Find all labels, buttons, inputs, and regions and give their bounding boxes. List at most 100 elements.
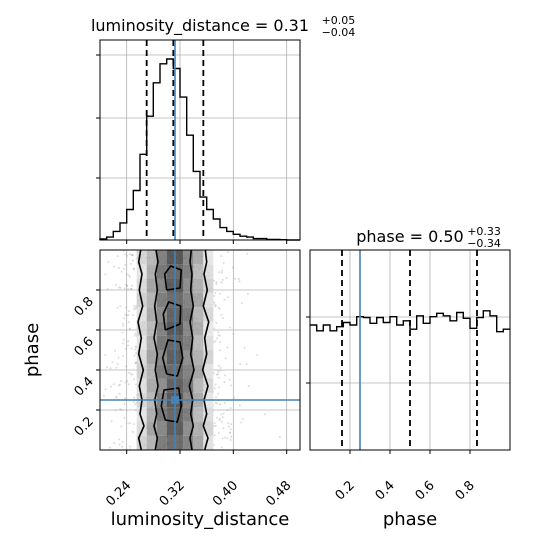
- scatter-point: [228, 431, 231, 434]
- scatter-point: [216, 416, 219, 419]
- scatter-point: [247, 385, 250, 388]
- density-cell: [193, 435, 204, 450]
- scatter-point: [131, 284, 133, 287]
- scatter-point: [129, 328, 132, 331]
- density-cell: [136, 278, 147, 293]
- scatter-point: [118, 383, 121, 386]
- scatter-point: [219, 341, 222, 344]
- density-cell: [146, 292, 157, 308]
- density-cell: [193, 278, 204, 293]
- scatter-point: [232, 396, 235, 399]
- density-cell: [146, 307, 157, 322]
- scatter-point: [238, 280, 241, 283]
- density-cell: [136, 335, 147, 350]
- density-cell: [193, 264, 204, 279]
- scatter-point: [214, 401, 217, 404]
- contour-inner: [163, 265, 183, 291]
- scatter-point: [124, 313, 127, 316]
- density-cell: [146, 435, 157, 450]
- scatter-point: [229, 428, 232, 431]
- scatter-point: [216, 402, 219, 405]
- density-cell: [203, 421, 214, 436]
- panel-title-phase-main: phase = 0.50: [356, 227, 463, 246]
- scatter-point: [216, 370, 219, 373]
- x-tick-label-phase: 0.4: [373, 478, 398, 503]
- scatter-point: [114, 284, 117, 287]
- panel-title-luminosity: luminosity_distance = 0.31 +0.05−0.04: [91, 14, 355, 39]
- scatter-point: [130, 287, 133, 290]
- scatter-point: [227, 251, 230, 254]
- scatter-point: [212, 444, 215, 447]
- scatter-point: [134, 362, 137, 365]
- density-cell: [203, 321, 214, 336]
- scatter-point: [221, 278, 224, 281]
- scatter-point: [131, 254, 134, 257]
- scatter-point: [129, 373, 132, 376]
- scatter-point: [218, 419, 221, 422]
- scatter-point: [217, 306, 220, 309]
- scatter-point: [127, 288, 130, 291]
- scatter-point: [214, 292, 217, 295]
- scatter-point: [225, 276, 228, 279]
- scatter-point: [221, 437, 224, 440]
- density-cell: [183, 435, 194, 450]
- scatter-point: [227, 422, 230, 424]
- scatter-point: [222, 412, 225, 415]
- density-cell: [136, 421, 147, 436]
- density-cell: [156, 264, 167, 279]
- scatter-point: [220, 313, 223, 316]
- scatter-point: [135, 409, 138, 412]
- density-cell: [203, 264, 214, 279]
- scatter-point: [127, 422, 130, 425]
- scatter-point: [241, 418, 244, 421]
- scatter-point: [216, 373, 219, 376]
- scatter-point: [240, 302, 243, 305]
- density-cell: [183, 335, 194, 350]
- scatter-point: [220, 420, 223, 423]
- scatter-point: [134, 345, 137, 348]
- scatter-point: [135, 362, 137, 365]
- panel-title-luminosity-sup: +0.05: [322, 14, 356, 27]
- scatter-point: [133, 403, 136, 406]
- scatter-point: [110, 385, 113, 388]
- scatter-point: [222, 427, 225, 430]
- density-cell: [156, 307, 167, 322]
- panel-title-luminosity-main: luminosity_distance = 0.31: [91, 16, 309, 36]
- scatter-point: [229, 431, 232, 434]
- scatter-point: [133, 334, 136, 337]
- x-tick-label-phase: 0.8: [453, 478, 478, 503]
- panel-title-luminosity-sub: −0.04: [322, 26, 356, 39]
- scatter-point: [230, 384, 233, 387]
- panel-title-phase: phase = 0.50 +0.33−0.34: [356, 225, 501, 250]
- scatter-point: [217, 364, 220, 367]
- scatter-point: [222, 262, 225, 265]
- y-tick-label-phase: 0.2: [72, 414, 97, 439]
- scatter-point: [126, 284, 129, 287]
- scatter-point: [231, 266, 234, 269]
- scatter-point: [118, 392, 121, 395]
- scatter-point: [215, 373, 218, 376]
- scatter-point: [115, 366, 118, 369]
- histogram-luminosity: [99, 58, 300, 241]
- scatter-point: [129, 262, 132, 265]
- scatter-point: [120, 380, 123, 383]
- scatter-point: [122, 342, 125, 345]
- y-tick-label-phase: 0.6: [72, 334, 97, 359]
- scatter-point: [117, 384, 120, 387]
- scatter-point: [119, 408, 122, 411]
- density-cell: [183, 278, 194, 293]
- scatter-point: [226, 409, 229, 412]
- density-cell: [203, 292, 214, 308]
- density-cell: [193, 292, 204, 308]
- density-cell: [156, 435, 167, 450]
- density-cell: [183, 421, 194, 436]
- scatter-point: [132, 400, 135, 403]
- x-tick-label-phase: 0.2: [333, 478, 358, 503]
- scatter-point: [121, 445, 124, 448]
- scatter-point: [127, 321, 130, 324]
- scatter-point: [134, 348, 137, 351]
- density-cell: [156, 292, 167, 308]
- scatter-point: [214, 424, 217, 427]
- density-cell: [203, 250, 214, 265]
- density-cell: [136, 321, 147, 336]
